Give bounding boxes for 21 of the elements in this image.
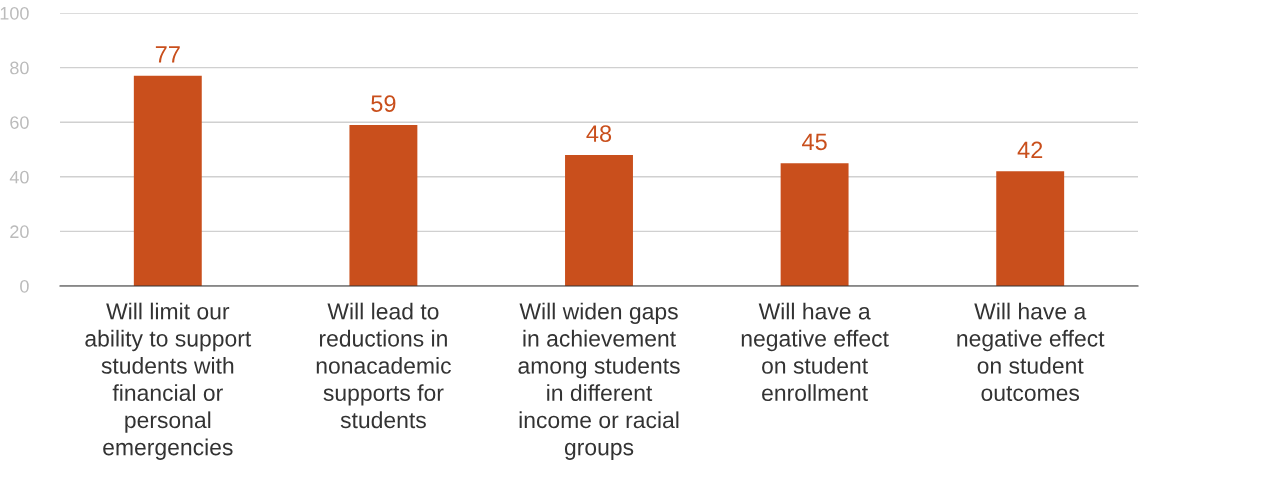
data-label: 59 xyxy=(371,95,396,112)
x-tick-label: Will widen gaps in achievement among students in different income or racial groups xyxy=(518,302,680,460)
x-tick-label: Will limit our ability to support students with financial or personal emergencies xyxy=(85,302,252,460)
data-label: 48 xyxy=(586,125,612,142)
y-tick-label: 20 xyxy=(10,225,29,239)
x-tick-label: Will have a negative effect on student outcomes xyxy=(957,302,1105,402)
y-tick-label: 80 xyxy=(10,61,29,75)
bar xyxy=(349,124,418,286)
data-label: 45 xyxy=(802,133,827,151)
bar xyxy=(780,163,849,286)
x-tick-label: Will lead to reductions in nonacademic supports for students xyxy=(316,302,451,429)
y-tick-label: 60 xyxy=(10,116,29,129)
y-tick-label: 100 xyxy=(0,6,29,20)
bar xyxy=(133,75,202,286)
data-label: 42 xyxy=(1017,141,1043,159)
x-tick-label: Will have a negative effect on student enrollment xyxy=(741,302,889,402)
data-label: 77 xyxy=(155,46,180,63)
bar xyxy=(996,171,1065,286)
y-tick-label: 0 xyxy=(20,279,29,293)
y-tick-label: 40 xyxy=(9,170,29,184)
bar xyxy=(565,154,633,286)
